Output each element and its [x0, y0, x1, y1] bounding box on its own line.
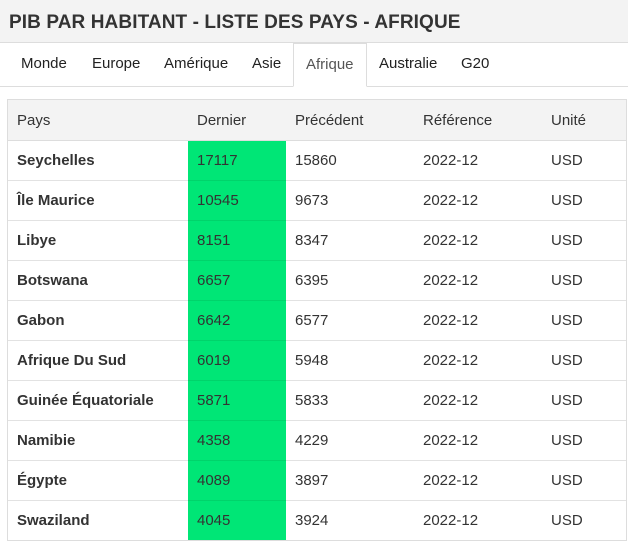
previous-value-cell: 4229 [286, 420, 414, 461]
reference-cell: 2022-12 [414, 300, 542, 341]
column-header-dernier[interactable]: Dernier [188, 100, 286, 141]
previous-value-cell: 3924 [295, 512, 329, 529]
region-tabs: Monde Europe Amérique Asie Afrique Austr… [0, 43, 628, 87]
previous-value-cell: 5948 [286, 340, 414, 381]
reference-cell: 2022-12 [414, 380, 542, 421]
tab-asie[interactable]: Asie [252, 55, 282, 72]
country-link[interactable]: Île Maurice [8, 180, 188, 221]
gdp-table-container: Pays Dernier Précédent Référence Unité S… [7, 99, 627, 541]
unit-cell: USD [542, 300, 626, 341]
column-header-unite[interactable]: Unité [542, 100, 626, 141]
table-row: Namibie 4358 4229 2022-12 USD [8, 420, 626, 461]
previous-value-cell: 15860 [286, 140, 414, 181]
latest-value-cell: 4358 [188, 420, 286, 461]
column-header-precedent[interactable]: Précédent [286, 100, 414, 141]
country-link[interactable]: Gabon [8, 300, 188, 341]
table-row: Botswana 6657 6395 2022-12 USD [8, 260, 626, 301]
previous-value-cell: 6395 [286, 260, 414, 301]
country-link[interactable]: Égypte [8, 460, 188, 501]
reference-cell: 2022-12 [414, 460, 542, 501]
unit-cell: USD [542, 420, 626, 461]
country-link[interactable]: Swaziland [17, 512, 90, 529]
unit-cell: USD [542, 260, 626, 301]
table-header-row: Pays Dernier Précédent Référence Unité [8, 100, 626, 141]
country-link[interactable]: Namibie [8, 420, 188, 461]
page-title: PIB PAR HABITANT - LISTE DES PAYS - AFRI… [9, 12, 461, 33]
table-row: Libye 8151 8347 2022-12 USD [8, 220, 626, 261]
latest-value-cell: 6657 [188, 260, 286, 301]
country-link[interactable]: Seychelles [8, 140, 188, 181]
latest-value-cell: 4089 [188, 460, 286, 501]
tab-amerique[interactable]: Amérique [164, 55, 229, 72]
previous-value-cell: 5833 [286, 380, 414, 421]
country-link[interactable]: Afrique Du Sud [8, 340, 188, 381]
previous-value-cell: 6577 [286, 300, 414, 341]
tab-monde[interactable]: Monde [21, 55, 67, 72]
previous-value-cell: 3897 [286, 460, 414, 501]
table-row: Guinée Équatoriale 5871 5833 2022-12 USD [8, 380, 626, 421]
latest-value-cell: 6019 [188, 340, 286, 381]
column-header-reference[interactable]: Référence [414, 100, 542, 141]
previous-value-cell: 8347 [286, 220, 414, 261]
reference-cell: 2022-12 [414, 220, 542, 261]
reference-cell: 2022-12 [414, 340, 542, 381]
unit-cell: USD [551, 512, 583, 529]
table-row: Seychelles 17117 15860 2022-12 USD [8, 140, 626, 181]
reference-cell: 2022-12 [414, 260, 542, 301]
latest-value-cell: 8151 [188, 220, 286, 261]
latest-value-cell: 5871 [188, 380, 286, 421]
country-link[interactable]: Guinée Équatoriale [8, 380, 188, 421]
gdp-per-capita-table: Pays Dernier Précédent Référence Unité S… [8, 100, 626, 540]
tab-europe[interactable]: Europe [92, 55, 141, 72]
column-header-pays[interactable]: Pays [8, 100, 188, 141]
unit-cell: USD [542, 140, 626, 181]
table-row: Gabon 6642 6577 2022-12 USD [8, 300, 626, 341]
reference-cell: 2022-12 [414, 180, 542, 221]
unit-cell: USD [542, 460, 626, 501]
reference-cell: 2022-12 [423, 512, 479, 529]
unit-cell: USD [542, 380, 626, 421]
latest-value-cell: 17117 [188, 140, 286, 181]
page-header: PIB PAR HABITANT - LISTE DES PAYS - AFRI… [0, 0, 628, 43]
table-row: Afrique Du Sud 6019 5948 2022-12 USD [8, 340, 626, 381]
previous-value-cell: 9673 [286, 180, 414, 221]
unit-cell: USD [542, 340, 626, 381]
tab-afrique[interactable]: Afrique [293, 43, 367, 87]
country-link[interactable]: Botswana [8, 260, 188, 301]
table-row: Égypte 4089 3897 2022-12 USD [8, 460, 626, 501]
latest-value-cell: 6642 [188, 300, 286, 341]
reference-cell: 2022-12 [414, 140, 542, 181]
country-link[interactable]: Libye [8, 220, 188, 261]
unit-cell: USD [542, 220, 626, 261]
latest-value-cell: 4045 [188, 500, 286, 540]
unit-cell: USD [542, 180, 626, 221]
reference-cell: 2022-12 [414, 420, 542, 461]
table-row: Swaziland 4045 3924 2022-12 USD [8, 500, 626, 540]
tab-g20[interactable]: G20 [461, 55, 490, 72]
latest-value-cell: 10545 [188, 180, 286, 221]
tab-australie[interactable]: Australie [379, 55, 438, 72]
table-row: Île Maurice 10545 9673 2022-12 USD [8, 180, 626, 221]
